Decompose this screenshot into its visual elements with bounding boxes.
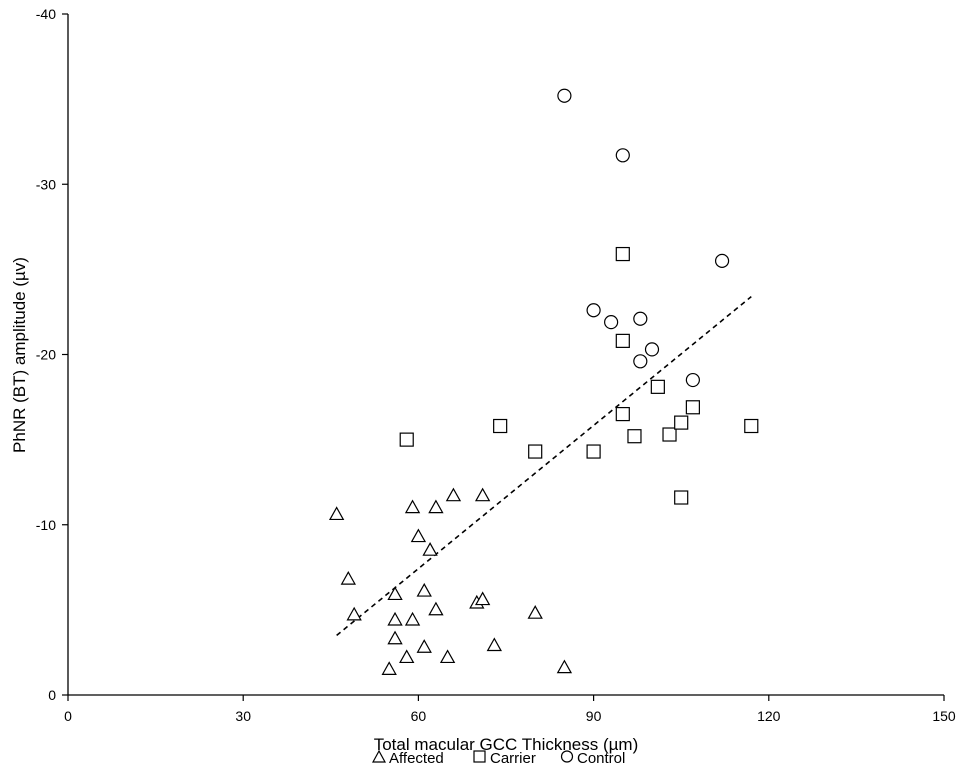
affected-point (439, 649, 456, 664)
carrier-point (674, 490, 689, 505)
control-point (685, 372, 700, 388)
affected-point (486, 637, 502, 652)
legend: Affected Carrier Control (371, 749, 625, 767)
affected-point (404, 499, 421, 514)
legend-label: Control (577, 750, 625, 767)
affected-point (416, 582, 432, 597)
x-tick-label: 120 (757, 708, 781, 724)
square-icon (473, 750, 486, 763)
affected-point (428, 499, 444, 514)
affected-point (410, 528, 427, 543)
control-point (633, 354, 648, 369)
affected-point (445, 487, 462, 502)
carrier-point (627, 429, 642, 444)
x-tick-label: 150 (932, 708, 956, 724)
x-axis-title: Total macular GCC Thickness (µm) (374, 735, 639, 754)
y-tick-label: -40 (36, 6, 56, 22)
trendline (336, 295, 752, 637)
carrier-point (615, 333, 630, 348)
affected-point (387, 630, 403, 645)
carrier-point (662, 427, 677, 442)
series-carrier (399, 246, 759, 505)
affected-point (422, 542, 438, 556)
x-axis-ticks: 0 30 60 90 120 150 (64, 695, 956, 724)
carrier-point (650, 379, 665, 394)
affected-point (474, 487, 491, 502)
x-tick-label: 30 (235, 708, 251, 724)
legend-label: Carrier (490, 750, 536, 767)
affected-point (340, 571, 356, 585)
carrier-point (528, 444, 543, 459)
control-point (633, 311, 648, 326)
x-tick-label: 0 (64, 708, 72, 724)
carrier-point (674, 415, 689, 430)
carrier-point (586, 444, 601, 459)
affected-point (346, 606, 362, 621)
control-point (586, 303, 601, 318)
legend-label: Affected (389, 750, 444, 767)
affected-point (474, 591, 491, 606)
affected-point (387, 586, 403, 601)
axes (67, 14, 944, 696)
trendline-group (336, 295, 752, 637)
circle-icon (560, 750, 574, 763)
carrier-point (493, 418, 508, 434)
y-axis-title: PhNR (BT) amplitude (µv) (10, 257, 29, 453)
carrier-point (744, 418, 759, 434)
affected-point (399, 649, 415, 664)
affected-point (404, 611, 421, 626)
triangle-icon (371, 749, 387, 763)
legend-item-carrier: Carrier (473, 750, 536, 767)
affected-point (428, 601, 444, 616)
affected-point (381, 661, 397, 675)
affected-point (328, 506, 345, 521)
carrier-point (399, 432, 414, 447)
affected-point (556, 659, 573, 674)
carrier-point (615, 406, 630, 422)
y-tick-label: -10 (36, 517, 56, 533)
series-control (557, 88, 730, 388)
y-tick-label: -20 (36, 347, 56, 363)
y-tick-label: 0 (48, 687, 56, 703)
legend-item-control: Control (560, 750, 625, 767)
affected-point (527, 605, 543, 619)
x-tick-label: 60 (411, 708, 427, 724)
control-point (714, 253, 730, 268)
data-points (328, 88, 759, 675)
x-tick-label: 90 (586, 708, 602, 724)
affected-point (387, 611, 403, 626)
legend-item-affected: Affected (371, 749, 444, 767)
affected-point (416, 639, 432, 653)
control-point (644, 342, 660, 357)
y-axis-ticks: 0 -10 -20 -30 -40 (36, 6, 68, 703)
y-tick-label: -30 (36, 176, 56, 192)
control-point (604, 315, 619, 330)
control-point (557, 88, 572, 103)
control-point (615, 148, 630, 163)
carrier-point (615, 246, 630, 262)
carrier-point (685, 400, 700, 415)
series-affected (328, 487, 573, 675)
